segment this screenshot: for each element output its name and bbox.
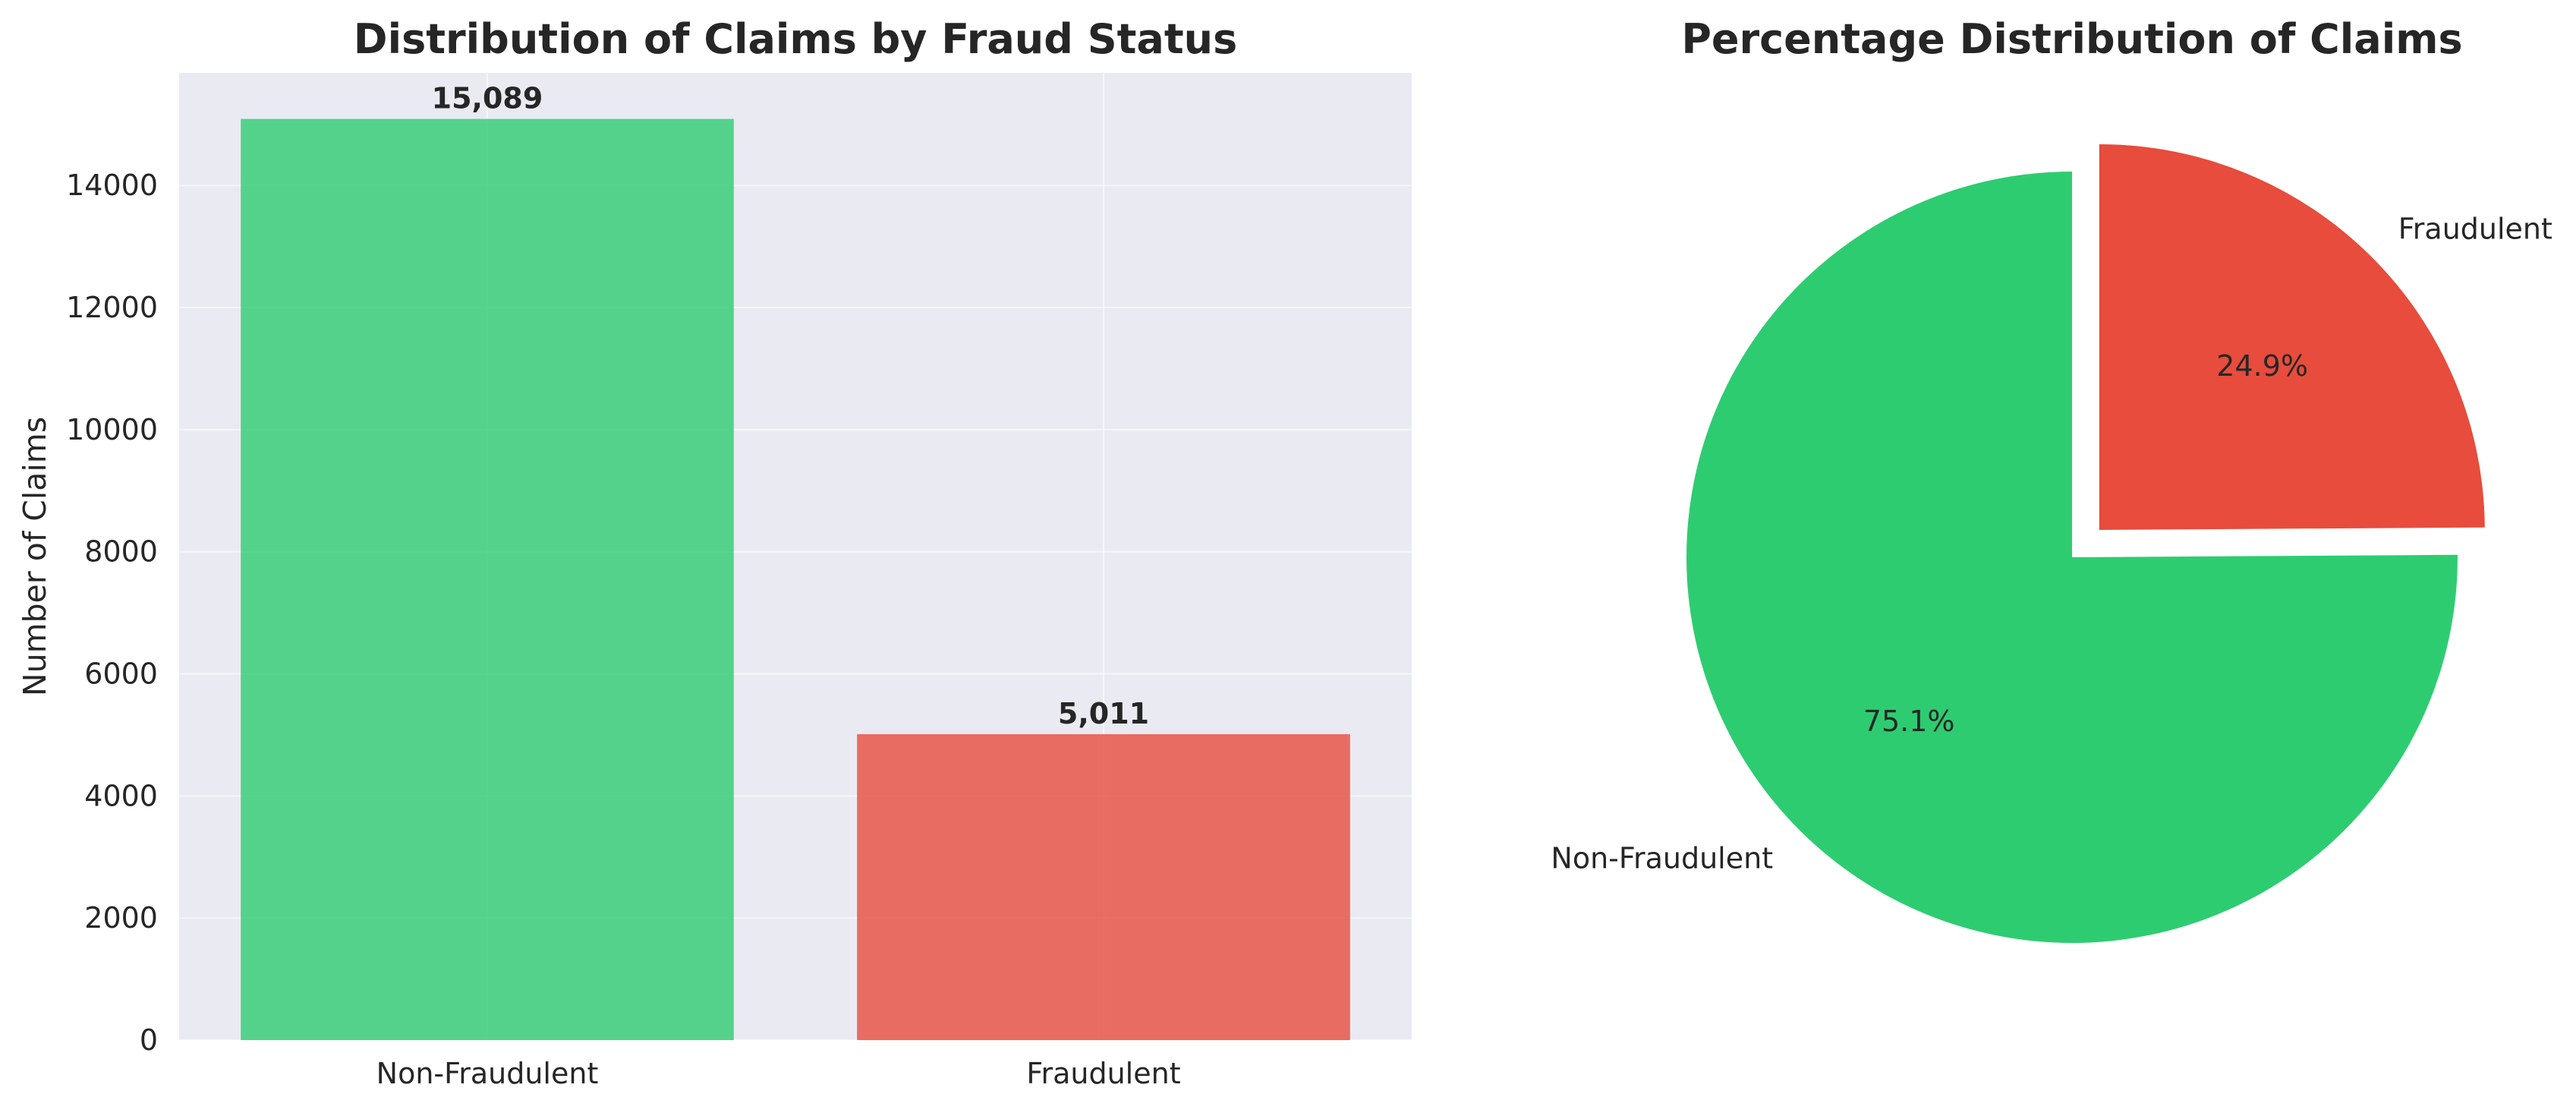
bar-y-tick-label: 0: [140, 1023, 158, 1057]
pie-percent-label: 75.1%: [1863, 705, 1955, 738]
bar-y-ticks: 0 2000 4000 6000 8000 10000 12000 14000: [66, 169, 158, 1057]
pie-labels: Non-Fraudulent 75.1% Fraudulent 24.9%: [1551, 213, 2552, 875]
bar-y-tick-label: 4000: [84, 779, 158, 812]
bar-value-label: 15,089: [432, 82, 543, 115]
pie-percent-label: 24.9%: [2216, 349, 2308, 383]
pie-slice-label: Non-Fraudulent: [1551, 841, 1773, 875]
bar-y-tick-label: 12000: [66, 291, 158, 324]
pie-chart: Percentage Distribution of Claims Non-Fr…: [1551, 15, 2552, 943]
bar-y-tick-label: 2000: [84, 901, 158, 935]
bar: [241, 118, 734, 1040]
pie-slice: [1686, 172, 2458, 943]
bar-x-tick-label: Non-Fraudulent: [376, 1057, 599, 1090]
bar-chart: 0 2000 4000 6000 8000 10000 12000 14000 Non-Fra…: [17, 15, 1412, 1090]
bar-x-tick-label: Fraudulent: [1026, 1057, 1180, 1090]
bar-chart-title: Distribution of Claims by Fraud Status: [354, 15, 1237, 63]
bar-y-tick-label: 14000: [66, 169, 158, 202]
bar-value-labels: 15,089 5,011: [432, 82, 1149, 730]
pie-chart-title: Percentage Distribution of Claims: [1681, 15, 2462, 63]
bar-y-tick-label: 6000: [84, 657, 158, 691]
bar-y-axis-label: Number of Claims: [17, 417, 53, 696]
pie-slices: [1686, 143, 2485, 943]
bar-y-tick-label: 10000: [66, 413, 158, 446]
bar-y-tick-label: 8000: [84, 535, 158, 569]
bar: [857, 734, 1350, 1040]
pie-slice-label: Fraudulent: [2398, 213, 2552, 246]
bar-series: [241, 118, 1350, 1040]
bar-x-ticks: Non-Fraudulent Fraudulent: [376, 1057, 1181, 1090]
bar-value-label: 5,011: [1058, 697, 1149, 730]
pie-slice: [2099, 143, 2485, 530]
